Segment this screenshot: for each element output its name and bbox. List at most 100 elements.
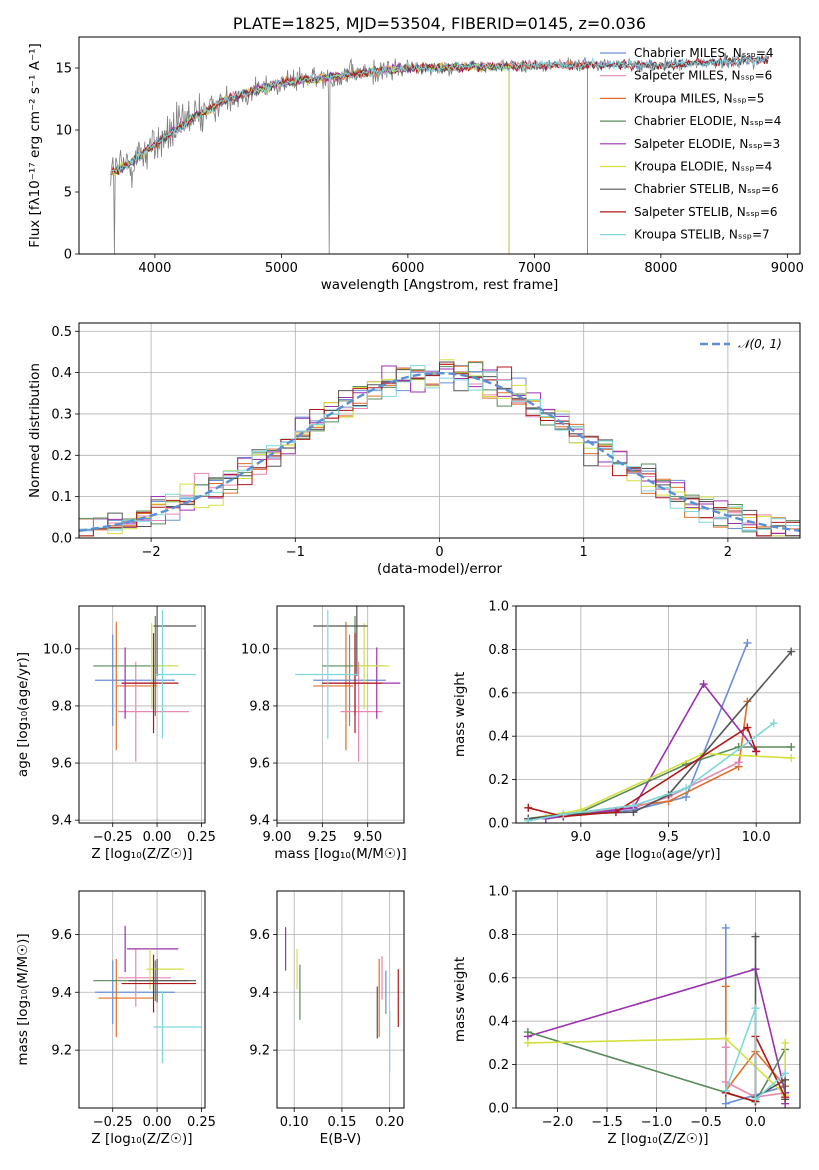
legend-label: Kroupa MILES, Nₛₛₚ=5	[634, 91, 764, 105]
observed-spectrum	[110, 52, 769, 254]
legend-label: Chabrier MILES, Nₛₛₚ=4	[634, 46, 774, 60]
model-spectrum-line	[110, 62, 510, 254]
legend-label: Salpeter MILES, Nₛₛₚ=6	[634, 69, 772, 83]
weight-line	[528, 746, 792, 820]
axes-frame	[276, 890, 405, 1109]
plot-area	[110, 52, 769, 254]
x-tick-label: 0.20	[375, 1115, 404, 1130]
weight-marker	[682, 784, 691, 793]
weight-marker	[751, 1095, 760, 1104]
plot-area	[295, 606, 401, 762]
axes-frame	[78, 890, 206, 1109]
y-tick-label: 0.6	[488, 686, 509, 701]
y-tick-label: 5	[64, 186, 72, 201]
y-tick-label: 9.6	[51, 928, 72, 943]
weight-marker	[751, 1004, 760, 1013]
y-tick-label: 0.2	[51, 449, 72, 464]
y-tick-label: 9.4	[51, 986, 72, 1001]
weight-marker	[721, 1034, 730, 1043]
y-tick-label: 1.0	[488, 885, 509, 900]
panel-age-vs-mass: 9.00 9.25 9.50 9.4 9.6 9.8 10.0 mass [log₁₀(M/M…	[241, 605, 407, 862]
weight-marker	[721, 923, 730, 932]
y-tick-label: 0.0	[488, 1102, 509, 1117]
weight-marker	[523, 1028, 532, 1037]
x-tick-label: 10.0	[742, 830, 771, 845]
y-tick-label: 10	[55, 124, 72, 139]
x-tick-label: 9.0	[571, 830, 592, 845]
y-tick-label: 9.4	[51, 814, 72, 829]
weight-line	[528, 752, 792, 820]
x-tick-label: 9000	[771, 261, 804, 276]
weight-marker	[781, 1038, 790, 1047]
weight-marker	[769, 719, 778, 728]
weight-marker	[721, 1099, 730, 1108]
y-tick-label: 9.6	[249, 928, 270, 943]
panel-weight-vs-Z: −2.0 −1.5 −1.0 −0.5 0.0 0.0 0.2 0.4 0.6 0.8 1.0 Z […	[452, 885, 801, 1147]
y-tick-label: 9.8	[51, 699, 72, 714]
x-tick-label: 2	[724, 545, 732, 560]
legend-label: Salpeter STELIB, Nₛₛₚ=6	[634, 205, 778, 219]
panel-mass-vs-Z: −0.25 0.00 0.25 9.2 9.4 9.6 Z [log₁₀(Z/Z☉)] mas…	[15, 890, 216, 1147]
model-spectrum-line	[110, 61, 510, 254]
y-tick-label: 0.2	[488, 773, 509, 788]
y-tick-label: 9.8	[249, 699, 270, 714]
weight-marker	[523, 1038, 532, 1047]
axes-frame	[515, 890, 801, 1109]
y-tick-label: 0.6	[488, 971, 509, 986]
x-tick-label: −1.5	[591, 1115, 623, 1130]
weight-marker	[751, 932, 760, 941]
weight-marker	[524, 803, 533, 812]
x-axis-label: (data-model)/error	[377, 561, 503, 577]
plot-area	[79, 359, 800, 538]
gaussian-curve	[79, 371, 800, 532]
x-axis-label: age [log₁₀(age/yr)]	[595, 846, 720, 862]
x-tick-label: −2	[142, 545, 161, 560]
weight-marker	[787, 753, 796, 762]
x-tick-label: −0.25	[93, 830, 133, 845]
weight-marker	[787, 647, 796, 656]
model-spectrum-line	[110, 54, 769, 175]
axes-frame	[515, 605, 801, 824]
x-tick-label: 0.00	[143, 830, 172, 845]
x-axis-label: Z [log₁₀(Z/Z☉)]	[91, 1131, 192, 1147]
axes-frame	[78, 36, 801, 255]
x-tick-label: 1	[580, 545, 588, 560]
legend-label: Chabrier ELODIE, Nₛₛₚ=4	[634, 114, 781, 128]
axes-frame	[276, 605, 405, 824]
weight-marker	[559, 810, 568, 819]
y-tick-label: 0.5	[51, 325, 72, 340]
weight-line	[724, 1047, 786, 1099]
y-tick-label: 9.6	[249, 757, 270, 772]
x-tick-label: 0	[435, 545, 443, 560]
y-tick-label: 0.4	[51, 366, 72, 381]
axes-frame	[78, 322, 801, 539]
y-axis-label: mass weight	[452, 672, 468, 757]
x-tick-label: 0.25	[187, 1115, 216, 1130]
x-axis-label: wavelength [Angstrom, rest frame]	[321, 277, 559, 293]
model-spectrum-line	[110, 60, 588, 254]
x-tick-label: 5000	[265, 261, 298, 276]
x-tick-label: −0.25	[93, 1115, 133, 1130]
weight-marker	[721, 1043, 730, 1052]
chart-title: PLATE=1825, MJD=53504, FIBERID=0145, z=0…	[233, 14, 646, 33]
x-tick-label: 9.5	[658, 830, 679, 845]
x-axis-label: mass [log₁₀(M/M☉)]	[274, 846, 406, 862]
weight-marker	[721, 982, 730, 991]
x-tick-label: −2.0	[542, 1115, 574, 1130]
weight-marker	[743, 697, 752, 706]
y-tick-label: 9.4	[249, 814, 270, 829]
weight-marker	[752, 747, 761, 756]
legend-label: Salpeter ELODIE, Nₛₛₚ=3	[634, 137, 780, 151]
legend-label: Chabrier STELIB, Nₛₛₚ=6	[634, 182, 779, 196]
x-tick-label: 9.25	[308, 830, 337, 845]
y-tick-label: 9.2	[249, 1044, 270, 1059]
weight-marker	[743, 638, 752, 647]
x-tick-label: 0.0	[745, 1115, 766, 1130]
x-axis-label: E(B-V)	[320, 1131, 362, 1147]
y-tick-label: 0	[64, 248, 72, 263]
y-axis-label: Flux [fλ10⁻¹⁷ erg cm⁻² s⁻¹ A⁻¹]	[27, 43, 43, 248]
x-tick-label: −1.0	[641, 1115, 673, 1130]
weight-marker	[699, 680, 708, 689]
legend-label: Kroupa ELODIE, Nₛₛₚ=4	[634, 160, 772, 174]
